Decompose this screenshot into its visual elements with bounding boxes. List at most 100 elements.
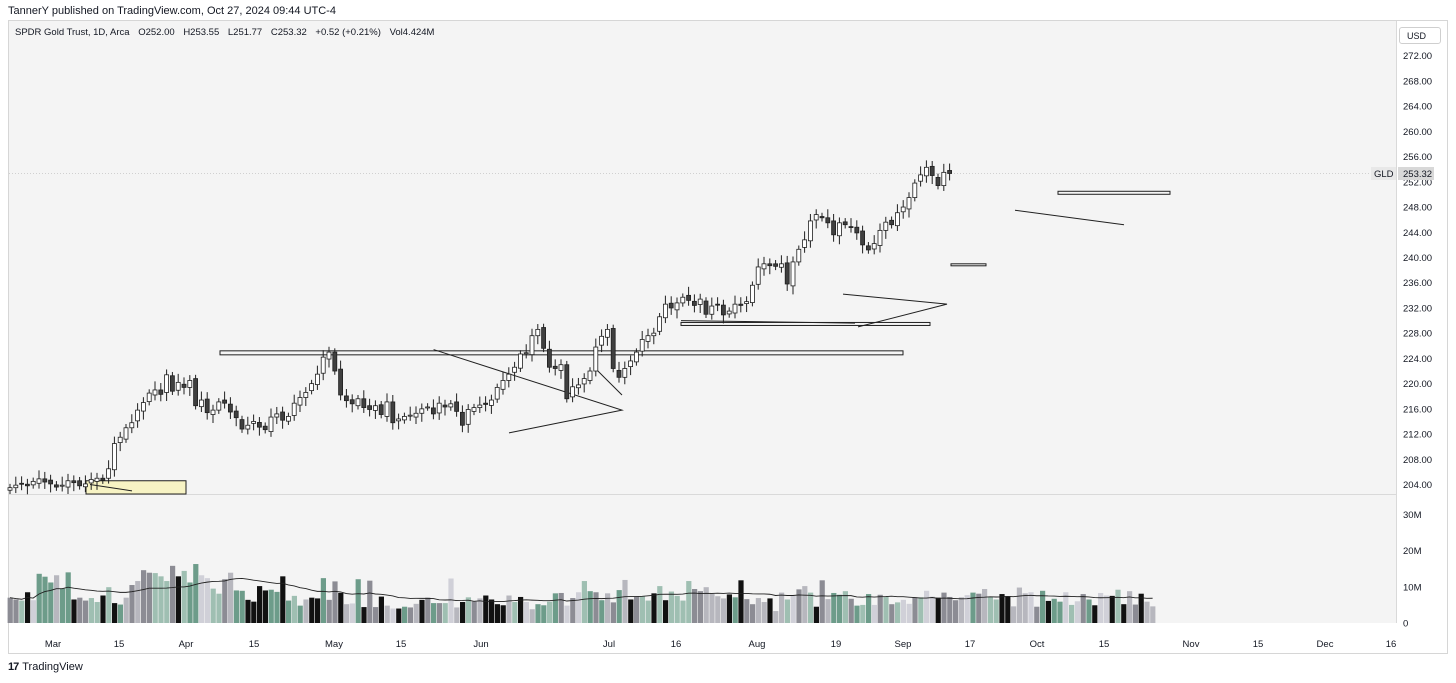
volume-bar: [1150, 606, 1156, 623]
candle-body: [314, 373, 320, 385]
candle-body: [877, 229, 883, 246]
volume-bar: [518, 596, 524, 623]
candle-body: [726, 310, 732, 315]
volume-bar: [291, 595, 297, 623]
price-tag-bg: [1398, 166, 1434, 180]
symbol-tag-bg: [1371, 166, 1396, 180]
volume-bar: [732, 597, 738, 623]
volume-bar: [187, 582, 193, 623]
time-tick-label: 15: [1253, 639, 1264, 650]
candle: [239, 415, 245, 433]
candle: [204, 392, 210, 420]
candle-body: [529, 335, 535, 356]
volume-tick-label: 0: [1403, 619, 1408, 630]
candle-body: [268, 416, 274, 432]
volume-bar: [164, 581, 170, 623]
time-tick-label: 16: [671, 639, 682, 650]
candle-body: [88, 479, 94, 484]
candle: [523, 344, 529, 359]
candle: [297, 390, 303, 413]
candle: [877, 223, 883, 253]
footer-brand[interactable]: 17 TradingView: [8, 661, 83, 673]
candle: [825, 209, 831, 229]
candle-body: [837, 222, 842, 237]
candle: [401, 412, 407, 424]
candle: [233, 405, 239, 427]
volume-bar: [889, 604, 895, 623]
candle: [19, 476, 25, 491]
volume-bar: [663, 600, 669, 623]
candle-body: [396, 418, 402, 422]
volume-bar: [396, 608, 402, 623]
candle: [262, 422, 268, 434]
candle: [193, 374, 199, 410]
volume-bar: [686, 581, 692, 623]
candle-body: [140, 402, 146, 412]
volume-bar: [651, 593, 657, 623]
volume-bar: [448, 578, 454, 623]
volume-bar: [36, 573, 42, 623]
volume-bar: [88, 598, 94, 623]
candle: [547, 340, 552, 373]
candle-body: [784, 262, 790, 285]
candle-body: [227, 403, 233, 413]
candle-body: [401, 416, 407, 421]
volume-bar: [796, 589, 802, 623]
volume-bar: [425, 597, 431, 623]
candle-body: [935, 177, 941, 187]
volume-bar: [222, 579, 228, 623]
candle-body: [303, 392, 309, 398]
candle: [813, 209, 819, 229]
candle: [268, 408, 274, 437]
candle: [663, 295, 668, 324]
currency-button[interactable]: USD: [1399, 27, 1441, 44]
volume-bar: [344, 604, 350, 623]
candle: [169, 371, 175, 395]
candle-body: [871, 243, 877, 250]
time-tick-label: Oct: [1030, 639, 1045, 650]
candle: [581, 373, 587, 393]
volume-bar: [993, 599, 999, 623]
candle: [721, 299, 726, 324]
candle: [668, 296, 674, 315]
legend-close: C253.32: [270, 27, 307, 38]
candle-body: [488, 399, 494, 406]
candle-body: [842, 221, 848, 226]
volume-bar: [454, 607, 460, 623]
candle-body: [13, 484, 19, 489]
august-flag: [842, 293, 948, 328]
candle: [227, 397, 233, 419]
candle: [30, 477, 36, 489]
candle: [587, 367, 593, 385]
candle: [459, 405, 465, 433]
volume-bar: [286, 600, 292, 623]
volume-bar: [999, 594, 1005, 623]
candle-body: [425, 406, 431, 409]
volume-bar: [784, 599, 790, 623]
volume-bar: [48, 582, 54, 623]
candle: [407, 406, 413, 421]
candle-body: [19, 482, 25, 485]
candle-body: [378, 404, 384, 415]
volume-tick-label: 10M: [1403, 582, 1422, 593]
candle-body: [622, 368, 628, 378]
volume-bar: [709, 593, 715, 623]
time-tick-label: May: [325, 639, 343, 650]
candle: [871, 235, 877, 255]
candle: [442, 399, 448, 416]
candle: [349, 394, 355, 413]
volume-bar: [158, 576, 164, 623]
time-tick-label: Apr: [179, 639, 194, 650]
volume-bar: [494, 604, 500, 623]
candle-body: [813, 214, 819, 221]
volume-bar: [779, 592, 785, 623]
candle-body: [697, 298, 703, 305]
candle: [494, 383, 500, 403]
candle: [314, 365, 320, 390]
volume-bar: [552, 593, 558, 623]
symbol-tag-label: GLD: [1374, 169, 1394, 180]
candle-body: [274, 413, 280, 418]
candle-body: [164, 374, 170, 393]
price-tick-label: 244.00: [1403, 228, 1432, 239]
